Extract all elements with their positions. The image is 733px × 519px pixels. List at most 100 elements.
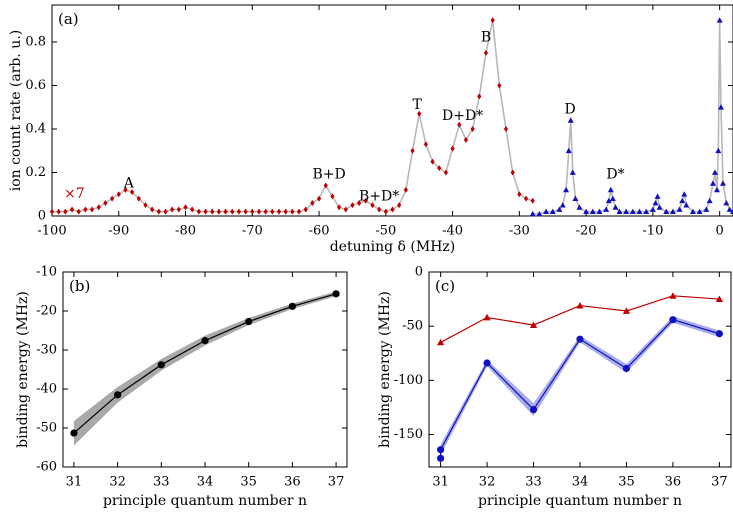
data-point — [437, 338, 445, 346]
panel-label: (b) — [69, 277, 90, 295]
y-tick-label: -40 — [36, 382, 57, 397]
error-band — [73, 291, 337, 446]
data-point — [622, 364, 631, 373]
data-point — [622, 307, 631, 314]
data-point — [183, 204, 188, 211]
data-point — [529, 210, 536, 217]
data-point — [556, 206, 563, 212]
data-point — [576, 204, 583, 210]
data-point — [719, 180, 726, 186]
data-point — [726, 206, 733, 212]
x-tick-label: 35 — [240, 475, 257, 490]
y-axis-label: binding energy (MHz) — [377, 291, 393, 448]
data-point — [483, 359, 491, 367]
x-tick-label: -30 — [509, 224, 530, 239]
x-tick-label: 33 — [153, 475, 170, 490]
data-point — [463, 136, 469, 143]
data-point — [483, 49, 489, 56]
x-tick-label: -60 — [309, 224, 330, 239]
peak-annotation: D* — [606, 167, 624, 183]
y-tick-label: 0.6 — [25, 78, 46, 93]
y-tick-label: -150 — [394, 427, 423, 442]
data-point — [230, 208, 235, 215]
data-point — [523, 195, 529, 202]
data-point — [223, 208, 228, 215]
data-point — [390, 206, 395, 213]
data-point — [190, 206, 195, 213]
data-point — [176, 206, 181, 213]
data-point — [288, 302, 296, 310]
data-point — [636, 208, 643, 215]
y-tick-label: -60 — [36, 460, 57, 475]
panel-label: (a) — [58, 10, 79, 28]
x-tick-label: 31 — [432, 475, 449, 490]
data-point — [201, 337, 209, 345]
data-point — [143, 202, 148, 209]
data-point — [603, 206, 610, 212]
data-point — [256, 208, 262, 215]
data-point — [83, 206, 88, 213]
peak-annotation: B+D* — [359, 188, 399, 204]
data-point — [715, 147, 722, 154]
data-point — [403, 186, 408, 193]
peak-annotation: D+D* — [442, 108, 483, 124]
x-axis-label: principle quantum number n — [103, 493, 307, 509]
y-tick-label: 0.8 — [25, 34, 46, 49]
data-point — [296, 208, 302, 215]
data-point — [423, 141, 428, 148]
data-point — [150, 206, 155, 213]
y-tick-label: 0.4 — [25, 121, 46, 136]
x-tick-label: 31 — [66, 475, 83, 490]
data-point — [681, 191, 688, 197]
x-tick-label: -10 — [642, 224, 663, 239]
data-point — [652, 199, 659, 206]
series-line-1 — [440, 318, 720, 459]
x-tick-label: 0 — [716, 224, 724, 239]
data-point — [676, 206, 683, 212]
data-point — [596, 208, 603, 215]
data-point — [643, 208, 650, 215]
data-point — [563, 186, 570, 193]
x-tick-label: 34 — [572, 475, 589, 490]
data-point — [56, 208, 61, 215]
data-point — [236, 208, 242, 215]
data-point — [363, 197, 368, 204]
data-point — [711, 169, 718, 175]
data-point — [70, 429, 78, 437]
data-point — [250, 208, 255, 215]
y-tick-label: 0 — [38, 209, 46, 224]
data-point — [669, 292, 677, 299]
data-point — [114, 391, 122, 399]
data-point — [605, 197, 612, 204]
data-point — [316, 195, 322, 202]
x-tick-label: 36 — [665, 475, 682, 490]
data-point — [623, 208, 630, 215]
data-point — [357, 199, 362, 206]
x-tick-label: -40 — [442, 224, 463, 239]
peak-annotation: B+D — [312, 167, 345, 183]
y-tick-label: 0 — [415, 265, 423, 280]
data-point — [96, 204, 101, 211]
x-tick-label: 33 — [525, 475, 542, 490]
peak-annotation: D — [564, 101, 575, 117]
data-point — [576, 301, 584, 309]
y-tick-label: -50 — [402, 319, 423, 334]
data-point — [716, 17, 723, 23]
data-point — [330, 193, 335, 200]
data-point — [243, 208, 248, 215]
peak-annotation: A — [123, 175, 135, 191]
data-point — [437, 165, 442, 172]
data-point — [477, 93, 482, 100]
data-point — [530, 197, 535, 204]
data-point — [607, 186, 614, 193]
data-point — [572, 195, 579, 201]
panel-b: 31 32 33 34 35 36 37 -60 -50 -40 -30 -20 -10 principl… — [15, 265, 348, 509]
data-point — [49, 208, 55, 215]
data-point — [709, 180, 716, 186]
data-point — [576, 335, 584, 343]
data-point — [503, 125, 509, 132]
x-tick-label: 36 — [284, 475, 301, 490]
data-point — [483, 313, 491, 321]
peak-annotation: T — [413, 97, 423, 113]
